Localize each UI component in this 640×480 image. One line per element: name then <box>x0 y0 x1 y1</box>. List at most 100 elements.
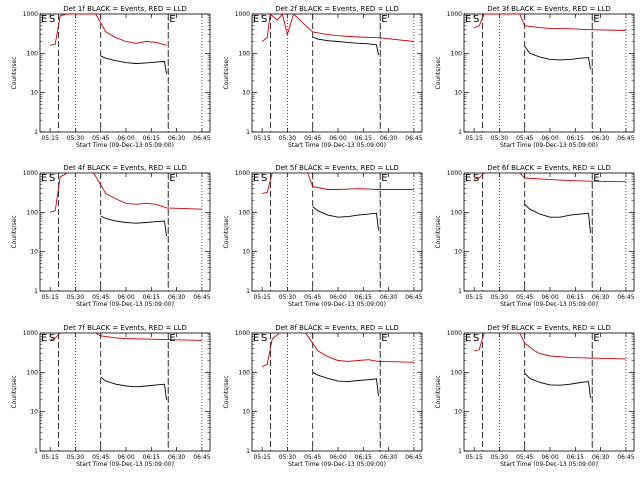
x-tick-label: 05:45 <box>516 454 533 461</box>
y-tick-label: 100 <box>27 209 39 216</box>
end-marker-e: E <box>169 14 175 25</box>
y-axis-label: Counts/sec <box>11 56 18 89</box>
start-marker-e: E <box>41 173 47 184</box>
end-marker-e: E <box>381 173 387 184</box>
y-tick-label: 10 <box>30 249 38 256</box>
y-tick-label: 1 <box>458 129 462 136</box>
y-tick-label: 10 <box>30 409 38 416</box>
x-axis-label: Start Time (09-Dec-13 05:09:00) <box>76 142 174 149</box>
y-tick-label: 100 <box>27 369 39 376</box>
end-marker-e: E <box>381 14 387 25</box>
start-marker-e: E <box>465 333 471 344</box>
x-tick-label: 06:15 <box>355 135 372 142</box>
y-tick-label: 10 <box>242 90 250 97</box>
start-marker-s: S <box>49 14 55 25</box>
x-tick-label: 06:00 <box>329 294 346 301</box>
y-tick-label: 10 <box>454 249 462 256</box>
y-tick-label: 10 <box>454 90 462 97</box>
start-marker-e: E <box>253 173 259 184</box>
series-line-lld <box>262 173 414 195</box>
x-tick-label: 05:15 <box>253 294 270 301</box>
plot-frame <box>251 13 423 133</box>
x-tick-label: 05:15 <box>253 135 270 142</box>
x-tick-label: 06:00 <box>117 135 134 142</box>
y-tick-label: 1000 <box>235 330 250 337</box>
y-tick-label: 1000 <box>447 330 462 337</box>
x-tick-label: 06:15 <box>143 294 160 301</box>
y-tick-label: 100 <box>27 50 39 57</box>
start-marker-s: S <box>261 333 267 344</box>
x-tick-label: 05:30 <box>67 454 84 461</box>
start-marker-s: S <box>473 333 479 344</box>
x-tick-label: 06:45 <box>617 135 634 142</box>
x-tick-label: 06:30 <box>380 454 397 461</box>
x-tick-label: 06:00 <box>329 454 346 461</box>
y-axis-label: Counts/sec <box>223 215 230 248</box>
series-line-lld <box>473 14 626 31</box>
x-tick-label: 05:45 <box>92 135 109 142</box>
x-tick-label: 06:45 <box>193 294 210 301</box>
y-tick-label: 1 <box>34 448 38 455</box>
series-line-lld <box>49 173 202 213</box>
x-tick-label: 05:45 <box>304 454 321 461</box>
x-tick-label: 06:15 <box>567 454 584 461</box>
end-marker-e: E <box>381 333 387 344</box>
y-tick-label: 10 <box>242 409 250 416</box>
start-marker-s: S <box>261 173 267 184</box>
y-axis-label: Counts/sec <box>223 375 230 408</box>
x-tick-label: 05:15 <box>253 454 270 461</box>
end-marker-e: E <box>169 173 175 184</box>
x-tick-label: 06:30 <box>592 294 609 301</box>
start-marker-e: E <box>41 333 47 344</box>
x-tick-label: 05:45 <box>304 135 321 142</box>
y-tick-label: 10 <box>454 409 462 416</box>
chart-panel-5f: Det 5f BLACK = Events, RED = LLD 1 10 100 10… <box>223 164 423 308</box>
x-tick-label: 05:15 <box>41 454 58 461</box>
x-tick-label: 05:45 <box>92 294 109 301</box>
x-tick-label: 05:30 <box>491 135 508 142</box>
plot-frame <box>251 332 423 452</box>
x-tick-label: 06:45 <box>193 135 210 142</box>
chart-title: Det 9f BLACK = Events, RED = LLD <box>487 324 610 332</box>
chart-title: Det 3f BLACK = Events, RED = LLD <box>487 5 610 13</box>
series-line-events <box>524 372 591 399</box>
x-axis-label: Start Time (09-Dec-13 05:09:00) <box>76 461 174 468</box>
chart-title: Det 8f BLACK = Events, RED = LLD <box>275 324 398 332</box>
series-line-lld <box>261 14 414 42</box>
start-marker-e: E <box>465 173 471 184</box>
x-tick-label: 05:45 <box>516 294 533 301</box>
x-tick-label: 06:45 <box>405 135 422 142</box>
x-tick-label: 05:15 <box>41 294 58 301</box>
x-tick-label: 05:30 <box>67 135 84 142</box>
x-tick-label: 05:30 <box>279 294 296 301</box>
y-tick-label: 1000 <box>23 170 38 177</box>
series-line-lld <box>473 173 626 183</box>
x-tick-label: 06:30 <box>592 454 609 461</box>
y-tick-label: 100 <box>239 209 251 216</box>
series-line-events <box>100 215 167 237</box>
x-tick-label: 06:30 <box>380 294 397 301</box>
plot-frame <box>463 332 635 452</box>
y-tick-label: 100 <box>451 209 463 216</box>
x-tick-label: 05:15 <box>41 135 58 142</box>
y-tick-label: 100 <box>239 50 251 57</box>
y-tick-label: 10 <box>242 249 250 256</box>
y-tick-label: 1 <box>34 129 38 136</box>
x-axis-label: Start Time (09-Dec-13 05:09:00) <box>500 142 598 149</box>
x-tick-label: 05:15 <box>465 135 482 142</box>
y-tick-label: 1000 <box>235 170 250 177</box>
start-marker-s: S <box>261 14 267 25</box>
series-line-events <box>312 371 379 397</box>
plot-frame <box>463 13 635 133</box>
y-tick-label: 100 <box>451 50 463 57</box>
y-tick-label: 1 <box>246 288 250 295</box>
chart-panel-6f: Det 6f BLACK = Events, RED = LLD 1 10 100 10… <box>435 164 635 308</box>
y-axis-label: Counts/sec <box>11 375 18 408</box>
x-axis-label: Start Time (09-Dec-13 05:09:00) <box>288 461 386 468</box>
x-tick-label: 06:00 <box>117 454 134 461</box>
y-tick-label: 1 <box>458 288 462 295</box>
x-tick-label: 06:45 <box>193 454 210 461</box>
x-tick-label: 05:30 <box>67 294 84 301</box>
y-tick-label: 1000 <box>235 11 250 18</box>
